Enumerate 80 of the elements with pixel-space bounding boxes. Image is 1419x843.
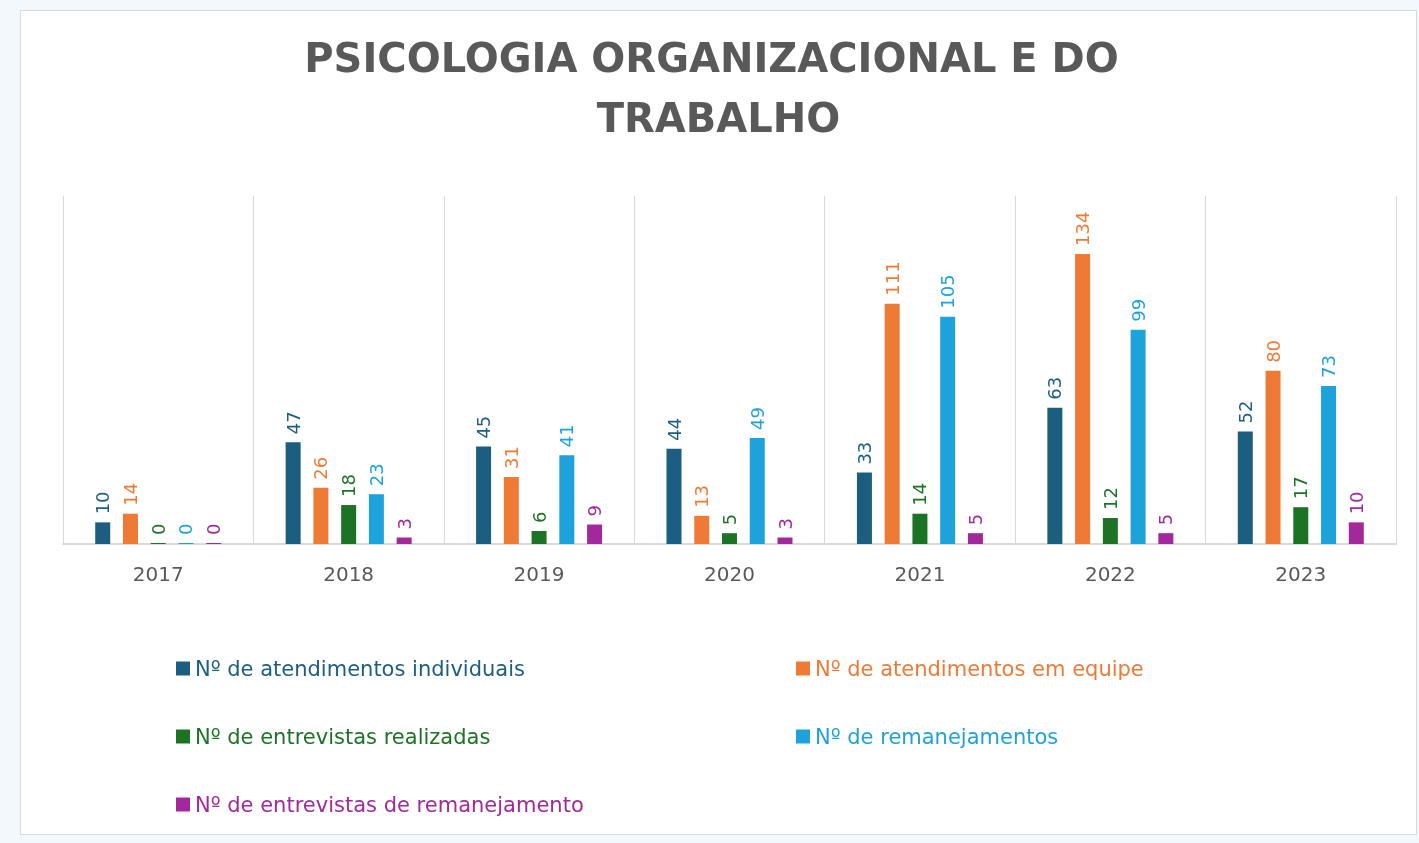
bar — [694, 515, 710, 544]
bar — [1047, 407, 1063, 544]
bar — [476, 446, 492, 544]
data-label: 23 — [365, 463, 387, 487]
bar — [313, 487, 329, 544]
x-tick-label: 2021 — [894, 562, 946, 586]
data-label: 3 — [393, 518, 415, 530]
data-label: 0 — [175, 523, 197, 535]
bar — [368, 494, 384, 544]
chart-title: PSICOLOGIA ORGANIZACIONAL E DO TRABALHO — [304, 35, 1133, 141]
bar — [1158, 533, 1174, 544]
data-label: 3 — [774, 518, 796, 530]
data-label: 5 — [964, 513, 986, 526]
bar — [967, 533, 983, 544]
bar — [1293, 507, 1309, 544]
bar — [559, 455, 575, 544]
data-label: 105 — [937, 274, 959, 309]
bar — [1075, 254, 1091, 544]
data-label: 99 — [1127, 298, 1149, 322]
bar — [940, 316, 956, 544]
bar — [912, 513, 928, 544]
data-label: 73 — [1318, 355, 1340, 379]
x-tick-label: 2018 — [323, 562, 375, 586]
bar — [856, 472, 872, 544]
data-label: 45 — [473, 415, 495, 439]
data-label: 41 — [556, 424, 578, 448]
bar — [1265, 370, 1281, 544]
bar — [749, 437, 765, 544]
data-label: 134 — [1072, 211, 1094, 246]
x-tick-label: 2019 — [513, 562, 565, 586]
bar — [285, 442, 301, 544]
bar — [531, 531, 547, 544]
bar — [95, 522, 111, 544]
legend-label: Nº de atendimentos individuais — [195, 656, 525, 681]
data-label: 5 — [1155, 513, 1177, 526]
x-tick-label: 2020 — [704, 562, 755, 586]
bar — [777, 537, 793, 544]
x-tick-label: 2023 — [1275, 562, 1327, 586]
data-label: 33 — [853, 441, 875, 465]
legend-label: Nº de entrevistas de remanejamento — [195, 792, 584, 817]
legend-label: Nº de atendimentos em equipe — [815, 656, 1144, 681]
data-label: 10 — [92, 491, 114, 515]
data-label: 12 — [1099, 487, 1121, 511]
bar — [1130, 329, 1146, 544]
data-label: 5 — [719, 513, 740, 526]
data-label: 14 — [119, 482, 141, 506]
data-label: 14 — [909, 482, 931, 506]
bar — [884, 303, 900, 544]
bar — [122, 513, 138, 544]
data-label: 18 — [338, 474, 360, 498]
bar — [666, 448, 682, 544]
data-label: 13 — [691, 484, 713, 508]
data-label: 6 — [528, 511, 550, 524]
bar — [341, 505, 357, 544]
bar — [1321, 386, 1337, 544]
bar — [1237, 431, 1253, 544]
x-tick-label: 2022 — [1084, 562, 1136, 586]
data-label: 26 — [310, 456, 332, 480]
data-label: 47 — [282, 411, 304, 435]
legend-label: Nº de remanejamentos — [815, 724, 1059, 749]
bar — [503, 476, 519, 544]
legend-label: Nº de entrevistas realizadas — [195, 724, 491, 749]
bar — [587, 524, 603, 544]
data-label: 52 — [1234, 400, 1256, 424]
bar — [396, 537, 412, 544]
data-label: 111 — [881, 261, 903, 296]
x-tick-label: 2017 — [132, 562, 184, 586]
data-label: 80 — [1262, 339, 1284, 363]
data-label: 9 — [584, 505, 606, 517]
data-label: 0 — [147, 523, 169, 535]
data-label: 49 — [746, 407, 768, 430]
data-label: 0 — [203, 523, 225, 535]
bar — [722, 533, 737, 544]
data-label: 10 — [1345, 491, 1367, 515]
data-label: 31 — [500, 446, 522, 469]
bar — [1348, 522, 1364, 544]
bar — [1102, 518, 1118, 544]
data-label: 44 — [663, 417, 685, 441]
data-label: 17 — [1290, 476, 1312, 500]
data-label: 63 — [1044, 376, 1066, 400]
